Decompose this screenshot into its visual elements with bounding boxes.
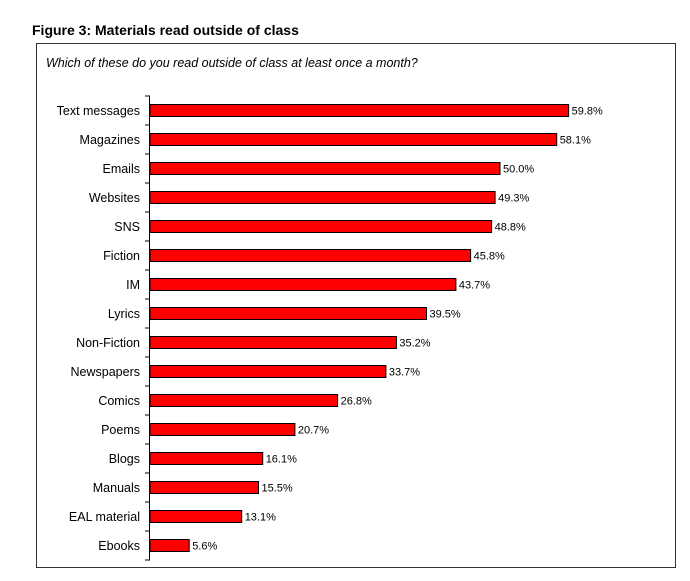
bar <box>149 307 427 320</box>
data-label: 39.5% <box>430 309 461 321</box>
category-label: Poems <box>101 423 140 437</box>
bar <box>149 510 243 523</box>
category-label: Text messages <box>57 104 140 118</box>
data-label: 20.7% <box>298 425 329 437</box>
data-label: 59.8% <box>572 106 603 118</box>
chart-frame <box>36 43 676 568</box>
category-label: Newspapers <box>71 365 140 379</box>
category-label: Magazines <box>80 133 140 147</box>
bar <box>149 423 296 436</box>
figure-title: Figure 3: Materials read outside of clas… <box>32 22 299 38</box>
bar <box>149 394 339 407</box>
bar <box>149 220 493 233</box>
data-label: 45.8% <box>474 251 505 263</box>
data-label: 49.3% <box>498 193 529 205</box>
data-label: 35.2% <box>399 338 430 350</box>
bar <box>149 162 501 175</box>
bar <box>149 365 387 378</box>
data-label: 26.8% <box>341 396 372 408</box>
category-label: IM <box>126 278 140 292</box>
category-label: Lyrics <box>108 307 140 321</box>
data-label: 58.1% <box>560 135 591 147</box>
data-label: 16.1% <box>266 454 297 466</box>
category-label: Manuals <box>93 481 140 495</box>
data-label: 15.5% <box>262 483 293 495</box>
data-label: 5.6% <box>192 541 217 553</box>
bar <box>149 539 190 552</box>
category-label: Non-Fiction <box>76 336 140 350</box>
bar <box>149 336 397 349</box>
data-label: 43.7% <box>459 280 490 292</box>
bar <box>149 278 457 291</box>
bar <box>149 249 472 262</box>
category-label: Comics <box>98 394 140 408</box>
data-label: 50.0% <box>503 164 534 176</box>
bar <box>149 104 570 117</box>
category-label: EAL material <box>69 510 140 524</box>
bar <box>149 133 558 146</box>
data-label: 33.7% <box>389 367 420 379</box>
data-label: 13.1% <box>245 512 276 524</box>
bar <box>149 452 264 465</box>
category-label: Fiction <box>103 249 140 263</box>
category-label: Ebooks <box>98 539 140 553</box>
data-label: 48.8% <box>495 222 526 234</box>
category-label: Blogs <box>109 452 140 466</box>
category-label: Websites <box>89 191 140 205</box>
category-label: Emails <box>102 162 140 176</box>
bar <box>149 191 496 204</box>
category-label: SNS <box>114 220 140 234</box>
bar <box>149 481 259 494</box>
chart-subtitle: Which of these do you read outside of cl… <box>46 56 418 70</box>
